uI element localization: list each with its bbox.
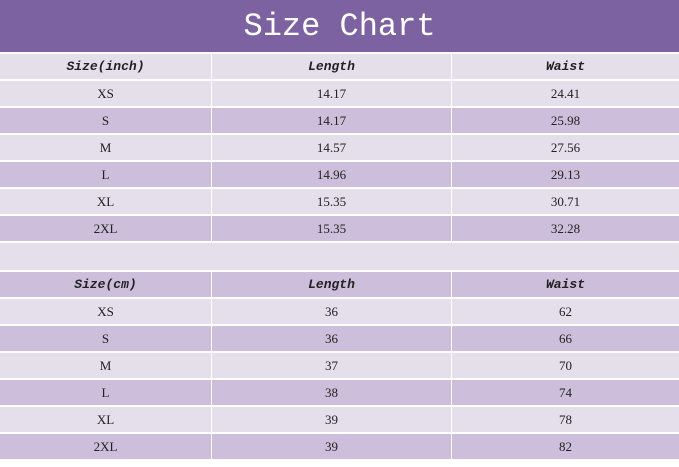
column-header: Waist: [545, 59, 585, 74]
table-cell: XL: [0, 407, 212, 432]
table-row: S 14.17 25.98: [0, 108, 679, 133]
table-cell: 15.35: [212, 216, 452, 241]
table-row: 2XL 39 82: [0, 434, 679, 459]
table-cell: 38: [212, 380, 452, 405]
table-cell: 62: [559, 303, 572, 319]
table-cell: L: [0, 162, 212, 187]
table-cell: 70: [559, 357, 572, 373]
table-row: XS 36 62: [0, 299, 679, 324]
table-row: XL 15.35 30.71: [0, 189, 679, 214]
table-cell: 2XL: [0, 216, 212, 241]
size-chart-title: Size Chart: [0, 0, 679, 54]
table-cell: 36: [212, 326, 452, 351]
table-cell: M: [0, 353, 212, 378]
column-header: Waist: [545, 277, 585, 292]
table-cell: 66: [559, 330, 572, 346]
table-cell: L: [0, 380, 212, 405]
table-cell: S: [0, 326, 212, 351]
table-cell: S: [0, 108, 212, 133]
table-cell: 82: [559, 438, 572, 454]
size-tables: Size(inch) Length Waist XS 14.17 24.41 S 14.17 2…: [0, 54, 679, 459]
table-cell: 74: [559, 384, 572, 400]
column-header: Size(inch): [0, 54, 212, 79]
table-cell: 39: [212, 434, 452, 459]
table-row: XS 14.17 24.41: [0, 81, 679, 106]
table-cell: 14.17: [212, 81, 452, 106]
column-header: Length: [212, 272, 452, 297]
table-cell: 2XL: [0, 434, 212, 459]
column-header: Size(cm): [0, 272, 212, 297]
table-cell: 14.57: [212, 135, 452, 160]
table-cell: 36: [212, 299, 452, 324]
table-cell: 30.71: [550, 193, 581, 209]
table-row: L 38 74: [0, 380, 679, 405]
table-cell: 78: [559, 411, 572, 427]
table-row: 2XL 15.35 32.28: [0, 216, 679, 241]
column-header: Length: [212, 54, 452, 79]
table-cell: 37: [212, 353, 452, 378]
table-cell: 25.98: [550, 112, 581, 128]
table-cell: 27.56: [550, 139, 581, 155]
table-cell: 24.41: [550, 85, 581, 101]
table-cell: M: [0, 135, 212, 160]
table-cell: 14.17: [212, 108, 452, 133]
table-cell: 39: [212, 407, 452, 432]
table-cell: 15.35: [212, 189, 452, 214]
table-header-row: Size(inch) Length Waist: [0, 54, 679, 79]
table-row: XL 39 78: [0, 407, 679, 432]
table-spacer: [0, 243, 679, 270]
table-cell: XL: [0, 189, 212, 214]
table-cell: XS: [0, 81, 212, 106]
table-cell: XS: [0, 299, 212, 324]
table-cell: 14.96: [212, 162, 452, 187]
table-row: M 14.57 27.56: [0, 135, 679, 160]
table-row: S 36 66: [0, 326, 679, 351]
table-cell: 29.13: [550, 166, 581, 182]
table-header-row: Size(cm) Length Waist: [0, 272, 679, 297]
table-row: L 14.96 29.13: [0, 162, 679, 187]
table-row: M 37 70: [0, 353, 679, 378]
table-cell: 32.28: [550, 220, 581, 236]
